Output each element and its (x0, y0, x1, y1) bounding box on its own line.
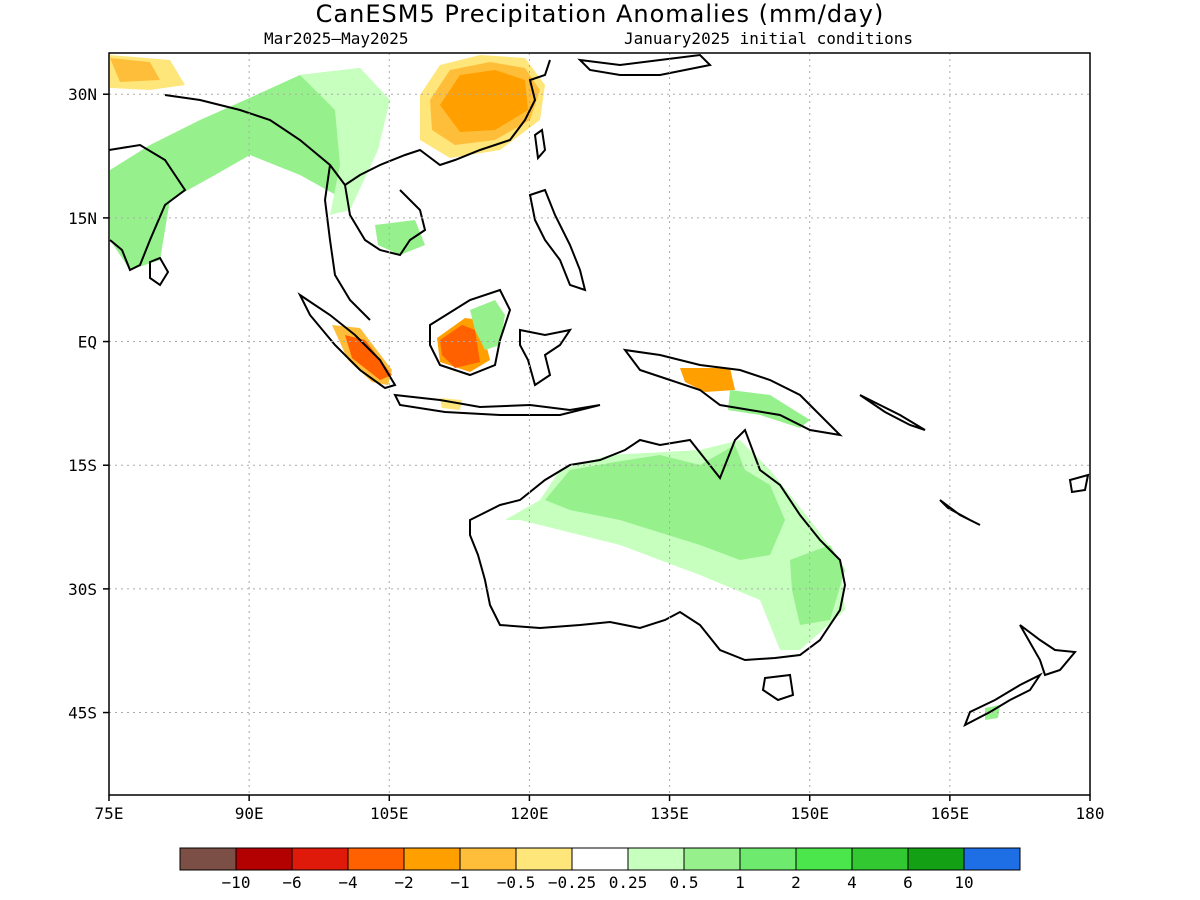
dry-region-borneo-core (440, 325, 480, 368)
dry-region-himalaya-core (110, 58, 160, 82)
colorbar-label: −6 (282, 873, 301, 892)
dry-region-sumatra-core (345, 335, 392, 380)
coast-borneo (429, 288, 512, 377)
lat-tick-label: 15N (68, 209, 97, 228)
colorbar-swatch (291, 847, 349, 871)
colorbar-label: −10 (222, 873, 251, 892)
colorbar-swatch (907, 847, 965, 871)
wet-region-borneo (470, 300, 505, 350)
coast-sumatra (297, 292, 397, 390)
dry-region-new-guinea (680, 368, 735, 392)
lat-tick-label: 30S (68, 580, 97, 599)
coast-sulawesi (519, 328, 573, 387)
map-axes: 75E 90E 105E 120E 135E 150E 165E 180 30N 15N EQ 15S… (68, 85, 1104, 823)
lat-tick-label: 15S (68, 456, 97, 475)
lon-tick-label: 150E (790, 804, 829, 823)
coast-asia-mainland (109, 59, 551, 321)
colorbar-label: −4 (338, 873, 357, 892)
colorbar-label: 1 (735, 873, 745, 892)
lat-tick-label: EQ (78, 333, 97, 352)
coast-tasmania (761, 673, 795, 702)
coast-japan (577, 53, 713, 76)
coast-new-zealand-north (1019, 624, 1077, 677)
coast-australia (469, 428, 847, 662)
coast-java (393, 393, 601, 416)
colorbar-swatch (627, 847, 685, 871)
colorbar-swatch (571, 847, 629, 871)
colorbar-label: −2 (394, 873, 413, 892)
coast-sri-lanka (149, 256, 170, 287)
dry-region-china-core (440, 70, 528, 132)
lon-tick-label: 120E (510, 804, 549, 823)
season-label: Mar2025—May2025 (264, 29, 409, 48)
colorbar-swatch (235, 847, 293, 871)
colorbar-swatch (739, 847, 797, 871)
colorbar-swatch (963, 847, 1021, 871)
wet-region-east-australia (790, 545, 845, 625)
lon-tick-label: 135E (650, 804, 689, 823)
wet-region-australia (545, 445, 785, 560)
colorbar-swatch (515, 847, 573, 871)
colorbar-label: 0.5 (670, 873, 699, 892)
map-frame (108, 52, 1091, 796)
graticule (109, 53, 1090, 795)
coast-solomon-islands (859, 394, 926, 431)
lon-tick-label: 90E (235, 804, 264, 823)
coast-new-guinea (622, 348, 843, 437)
anomaly-shading (110, 55, 1000, 720)
initial-conditions-label: January2025 initial conditions (624, 29, 913, 48)
coast-philippines (528, 188, 587, 292)
colorbar-label: −0.25 (548, 873, 596, 892)
lon-tick-label: 75E (95, 804, 124, 823)
colorbar-label: 2 (791, 873, 801, 892)
colorbar-swatch (179, 847, 237, 871)
lat-tick-label: 30N (68, 85, 97, 104)
colorbar-swatch (683, 847, 741, 871)
colorbar-label: −0.5 (497, 873, 536, 892)
wet-region-new-guinea (728, 390, 810, 428)
colorbar-swatch (403, 847, 461, 871)
lon-tick-label: 165E (931, 804, 970, 823)
coast-vanuatu (939, 499, 981, 526)
coast-fiji (1068, 473, 1090, 494)
colorbar-label: −1 (450, 873, 469, 892)
colorbar-label: 4 (847, 873, 857, 892)
colorbar-label: 6 (903, 873, 913, 892)
colorbar: −10 −6 −4 −2 −1 −0.5 −0.25 0.25 0.5 1 2 4 6 10 (179, 847, 1021, 892)
colorbar-swatch (459, 847, 517, 871)
colorbar-label: 0.25 (609, 873, 648, 892)
colorbar-swatch (795, 847, 853, 871)
lon-tick-label: 105E (370, 804, 409, 823)
coastlines (109, 53, 1090, 728)
colorbar-label: 10 (954, 873, 973, 892)
coast-new-zealand-south (963, 672, 1043, 728)
colorbar-swatch (347, 847, 405, 871)
wet-region-indochina (375, 220, 425, 255)
lat-tick-label: 45S (68, 704, 97, 723)
lon-tick-label: 180 (1076, 804, 1105, 823)
colorbar-swatch (851, 847, 909, 871)
coast-taiwan (533, 128, 547, 161)
map-title: CanESM5 Precipitation Anomalies (mm/day) (315, 0, 885, 28)
wet-region-india-light (300, 68, 390, 215)
wet-region-india (110, 68, 385, 270)
